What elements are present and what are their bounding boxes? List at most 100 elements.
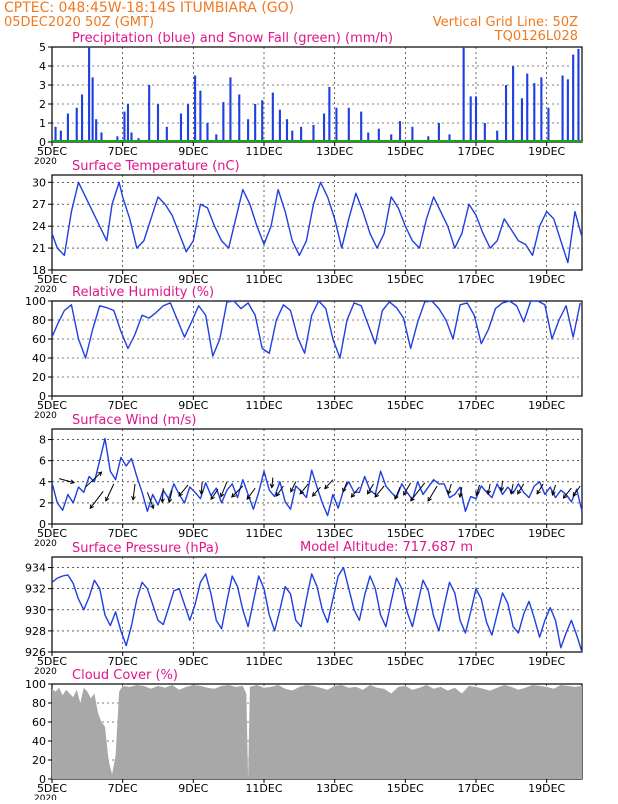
- wind-arrow: [517, 483, 525, 495]
- wind-arrow: [161, 488, 164, 503]
- panel-frame: [51, 556, 583, 653]
- precip-bar: [572, 54, 575, 142]
- x-tick-label: 15DEC: [387, 655, 424, 668]
- wind-arrow: [312, 486, 321, 497]
- wind-arrow: [276, 485, 284, 497]
- series-line: [51, 566, 583, 653]
- y-tick-label: 934: [25, 562, 46, 575]
- x-tick-label: 19DEC: [528, 145, 565, 158]
- wind-arrow-head: [150, 504, 155, 510]
- wind-arrow-head: [210, 495, 215, 501]
- wind-arrow-head: [70, 479, 76, 485]
- wind-arrow: [168, 490, 173, 503]
- y-tick-label: 4: [39, 476, 46, 489]
- precip-bar: [238, 94, 241, 142]
- precip-bar: [547, 107, 550, 142]
- y-tick-label: 0: [39, 390, 46, 403]
- cloud-cover-area: [52, 684, 582, 779]
- precip-bar: [566, 79, 569, 142]
- x-tick-label: 17DEC: [457, 399, 494, 412]
- precip-bar: [291, 130, 294, 142]
- precip-bar: [312, 124, 315, 142]
- wind-arrow: [231, 485, 244, 498]
- x-tick-label: 11DEC: [245, 782, 282, 795]
- header-grid-line: Vertical Grid Line: 50Z: [433, 15, 578, 30]
- wind-arrow-head: [131, 495, 136, 501]
- y-tick-label: 2: [39, 98, 46, 111]
- panel-frame: [51, 174, 583, 271]
- precip-bar: [540, 77, 543, 142]
- x-tick-label: 13DEC: [316, 273, 353, 286]
- wind-arrow: [536, 483, 544, 495]
- wind-arrow: [210, 488, 219, 500]
- precip-bar: [254, 104, 257, 142]
- wind-arrow-head: [324, 484, 329, 490]
- precip-bar: [360, 111, 363, 142]
- precip-bar: [179, 113, 183, 142]
- precip-bar: [377, 128, 380, 142]
- x-tick-label: 13DEC: [316, 782, 353, 795]
- y-tick-label: 18: [32, 264, 46, 277]
- panel-4: Surface Pressure (hPa) 926 928 930 932 934 5DE…: [25, 541, 583, 677]
- x-tick-label: 17DEC: [457, 145, 494, 158]
- wind-arrow-head: [410, 496, 415, 502]
- precip-bar: [95, 119, 98, 142]
- wind-arrow-head: [536, 489, 541, 495]
- y-tick-label: 3: [39, 79, 46, 92]
- precip-bar: [367, 132, 370, 142]
- y-tick-label: 30: [32, 176, 46, 189]
- x-tick-label: 15DEC: [387, 782, 424, 795]
- panel-3: Surface Wind (m/s) 0 2 4 6 8 5DEC 7DEC 9DEC 11DEC…: [34, 413, 583, 549]
- wind-arrow-head: [486, 489, 492, 495]
- wind-arrow-head: [105, 496, 110, 502]
- x-tick-label: 7DEC: [108, 655, 138, 668]
- precip-bar: [126, 104, 130, 142]
- y-tick-label: 21: [32, 242, 46, 255]
- x-tick-label: 19DEC: [528, 782, 565, 795]
- x-start-year: 2020: [34, 794, 57, 800]
- wind-arrow: [246, 487, 256, 500]
- panel-2: Relative Humidity (%) 0 20 40 60 80 100 5DEC 7DE…: [25, 285, 583, 421]
- wind-arrow-head: [97, 471, 103, 477]
- wind-arrow: [572, 485, 581, 497]
- x-tick-label: 5DEC: [37, 399, 67, 412]
- wind-arrow: [410, 482, 426, 502]
- precip-bar: [66, 113, 69, 142]
- x-tick-label: 11DEC: [245, 527, 282, 540]
- precip-bar: [323, 113, 326, 142]
- precip-bar: [469, 96, 472, 142]
- wind-arrow-head: [219, 492, 225, 498]
- x-tick-label: 5DEC: [37, 527, 67, 540]
- wind-arrow: [324, 479, 334, 489]
- x-tick-label: 15DEC: [387, 273, 424, 286]
- precip-bar: [165, 126, 168, 142]
- x-tick-label: 17DEC: [457, 273, 494, 286]
- x-tick-label: 9DEC: [178, 655, 208, 668]
- y-tick-label: 60: [32, 333, 46, 346]
- x-tick-label: 5DEC: [37, 782, 67, 795]
- panel-title: Cloud Cover (%): [72, 668, 178, 683]
- x-tick-label: 15DEC: [387, 399, 424, 412]
- precip-bar: [215, 134, 218, 142]
- wind-arrow-head: [403, 490, 408, 496]
- panel-title: Surface Pressure (hPa): [72, 541, 219, 556]
- x-tick-label: 19DEC: [528, 399, 565, 412]
- x-tick-label: 17DEC: [457, 655, 494, 668]
- series-line: [51, 300, 581, 359]
- wind-arrow-head: [499, 486, 505, 492]
- y-tick-label: 1: [39, 117, 46, 130]
- x-tick-label: 9DEC: [178, 527, 208, 540]
- y-tick-label: 100: [25, 678, 46, 691]
- precip-bar: [100, 132, 103, 142]
- panel-title: Surface Wind (m/s): [72, 413, 196, 428]
- precip-bar: [194, 75, 197, 142]
- panel-frame: [51, 46, 583, 143]
- x-start-year: 2020: [34, 667, 57, 677]
- precip-bar: [59, 130, 62, 142]
- wind-arrow-head: [299, 489, 305, 495]
- x-tick-label: 9DEC: [178, 145, 208, 158]
- precip-bar: [347, 107, 350, 142]
- x-tick-label: 15DEC: [387, 145, 424, 158]
